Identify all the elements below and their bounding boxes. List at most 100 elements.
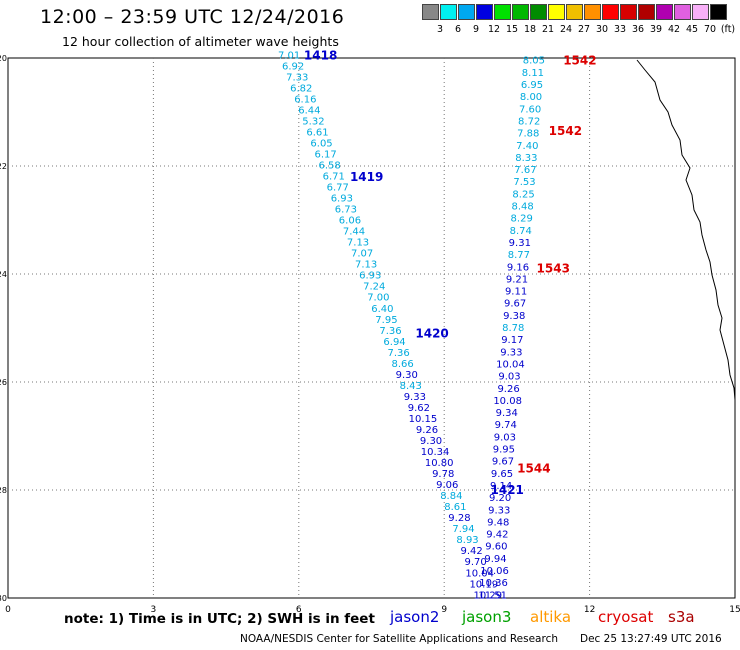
scale-label: 9	[472, 24, 480, 35]
footer-timestamp: Dec 25 13:27:49 UTC 2016	[580, 633, 722, 645]
cryosat-track-wave-height: 7.88	[517, 129, 539, 140]
cryosat-track-wave-height: 9.11	[505, 287, 527, 298]
jason2-track-wave-height: 7.13	[347, 238, 369, 249]
cryosat-track-wave-height: 10.06	[480, 566, 509, 577]
scale-swatch	[620, 4, 637, 20]
jason2-track-wave-height: 9.62	[408, 403, 430, 414]
scale-label: 33	[613, 24, 627, 35]
cryosat-track-wave-height: 7.40	[516, 141, 538, 152]
lon-tick-label: 3	[151, 605, 157, 615]
cryosat-track-wave-height: 11.51	[478, 590, 507, 601]
cryosat-track-wave-height: 9.03	[494, 432, 516, 443]
jason2-track-wave-height: 7.33	[286, 72, 308, 83]
cryosat-track-wave-height: 9.33	[488, 505, 510, 516]
scale-swatch	[476, 4, 493, 20]
cryosat-track-wave-height: 9.74	[495, 420, 517, 431]
jason2-track-wave-height: 7.36	[387, 348, 409, 359]
jason2-track-wave-height: 9.30	[396, 370, 418, 381]
map-frame	[7, 57, 736, 599]
jason2-track-pass-label: 1421	[491, 483, 524, 497]
jason2-track-wave-height: 10.29	[473, 590, 502, 601]
jason2-track-wave-height: 7.00	[367, 293, 389, 304]
jason2-track-wave-height: 5.32	[302, 116, 324, 127]
jason2-track-wave-height: 7.13	[355, 260, 377, 271]
cryosat-track-wave-height: 9.17	[501, 335, 523, 346]
scale-label: 70	[703, 24, 717, 35]
cryosat-track-wave-height: 8.48	[511, 202, 533, 213]
scale-swatch	[584, 4, 601, 20]
jason2-track-wave-height: 8.66	[392, 359, 414, 370]
scale-label: 39	[649, 24, 663, 35]
cryosat-track-wave-height: 8.33	[515, 153, 537, 164]
cryosat-track-wave-height: 7.67	[514, 165, 536, 176]
scale-label: 12	[487, 24, 501, 35]
legend-cryosat: cryosat	[598, 608, 654, 626]
cryosat-track-wave-height: 8.29	[511, 214, 533, 225]
cryosat-track-wave-height: 8.00	[520, 92, 542, 103]
jason2-track-wave-height: 6.82	[290, 83, 312, 94]
jason2-track-wave-height: 9.42	[460, 546, 482, 557]
jason2-track-wave-height: 9.06	[436, 480, 458, 491]
jason2-track-wave-height: 8.43	[400, 381, 422, 392]
jason2-track-wave-height: 6.71	[323, 172, 345, 183]
cryosat-track-wave-height: 9.03	[498, 372, 520, 383]
legend-jason2: jason2	[390, 608, 440, 626]
lon-tick-label: 15	[729, 605, 740, 615]
jason2-track-wave-height: 8.84	[440, 491, 462, 502]
scale-swatch	[674, 4, 691, 20]
map-subtitle: 12 hour collection of altimeter wave hei…	[62, 34, 339, 49]
jason2-track-wave-height: 7.24	[363, 282, 385, 293]
cryosat-track-wave-height: 9.38	[503, 311, 525, 322]
jason2-track-wave-height: 6.44	[298, 105, 320, 116]
jason2-track-wave-height: 10.19	[469, 579, 498, 590]
jason2-track-wave-height: 6.05	[310, 138, 332, 149]
jason2-track-wave-height: 7.95	[375, 315, 397, 326]
legend-jason3: jason3	[462, 608, 512, 626]
jason2-track-wave-height: 8.93	[456, 535, 478, 546]
cryosat-track-wave-height: 9.33	[500, 347, 522, 358]
jason2-track-wave-height: 7.44	[343, 227, 365, 238]
jason2-track-wave-height: 6.92	[282, 61, 304, 72]
coastline	[636, 59, 736, 401]
cryosat-track-wave-height: 10.36	[479, 578, 508, 589]
cryosat-track-wave-height: 9.34	[496, 408, 518, 419]
footer-note: note: 1) Time is in UTC; 2) SWH is in fe…	[64, 611, 375, 627]
cryosat-track-pass-label: 1542	[549, 124, 582, 138]
jason2-track-wave-height: 6.40	[371, 304, 393, 315]
lon-tick-label: 9	[441, 605, 447, 615]
jason2-track-wave-height: 6.93	[331, 194, 353, 205]
lon-tick-label: 12	[584, 605, 595, 615]
cryosat-track-wave-height: 9.14	[490, 481, 512, 492]
scale-swatch	[458, 4, 475, 20]
cryosat-track-wave-height: 9.67	[492, 457, 514, 468]
legend-s3a: s3a	[668, 608, 695, 626]
cryosat-track-wave-height: 8.72	[518, 116, 540, 127]
jason2-track-wave-height: 6.77	[327, 183, 349, 194]
map-title: 12:00 – 23:59 UTC 12/24/2016	[40, 6, 345, 28]
jason2-track-pass-label: 1420	[415, 326, 448, 340]
cryosat-track-wave-height: 10.04	[496, 359, 525, 370]
lon-tick-label: 0	[5, 605, 11, 615]
scale-label: 45	[685, 24, 699, 35]
lat-tick-label: -28	[0, 486, 7, 495]
scale-swatch	[602, 4, 619, 20]
jason2-track-wave-height: 7.07	[351, 249, 373, 260]
lat-tick-label: -26	[0, 378, 7, 387]
jason2-track-wave-height: 7.36	[379, 326, 401, 337]
footer-credit: NOAA/NESDIS Center for Satellite Applica…	[240, 633, 558, 645]
cryosat-track-wave-height: 9.16	[507, 262, 529, 273]
scale-label: 21	[541, 24, 555, 35]
legend-altika: altika	[530, 608, 572, 626]
cryosat-track-wave-height: 8.25	[512, 189, 534, 200]
cryosat-track-pass-label: 1543	[537, 262, 570, 276]
lat-tick-label: -22	[0, 162, 7, 171]
scale-label: 6	[454, 24, 462, 35]
scale-label: 42	[667, 24, 681, 35]
scale-label: (ft)	[720, 24, 736, 35]
jason2-track-wave-height: 8.61	[444, 502, 466, 513]
jason2-track-wave-height: 6.61	[306, 127, 328, 138]
cryosat-track-wave-height: 9.67	[504, 299, 526, 310]
scale-label: 18	[523, 24, 537, 35]
cryosat-track-pass-label: 1544	[517, 461, 550, 475]
